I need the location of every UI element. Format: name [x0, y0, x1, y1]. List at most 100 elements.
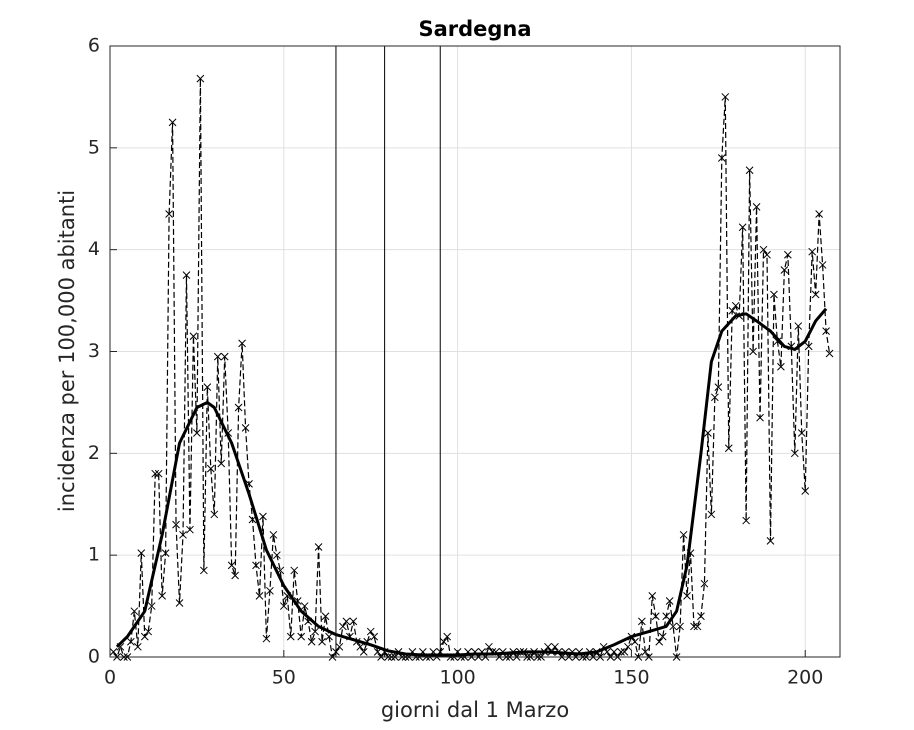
x-marker [266, 586, 274, 595]
x-marker [286, 632, 295, 641]
x-marker [182, 271, 191, 279]
x-marker [161, 549, 170, 557]
x-marker [655, 637, 664, 646]
x-marker [325, 632, 333, 641]
x-marker [196, 74, 205, 83]
x-marker [262, 634, 271, 643]
x-marker [140, 632, 149, 641]
x-marker [749, 347, 757, 356]
x-marker [168, 118, 177, 127]
x-marker [179, 530, 187, 539]
x-marker [279, 602, 288, 610]
x-marker [693, 622, 702, 631]
x-marker [269, 530, 278, 539]
x-marker [679, 530, 688, 539]
x-marker [137, 549, 146, 557]
x-marker [742, 516, 750, 525]
y-axis-label: incidenza per 100,000 abitanti [55, 190, 79, 512]
x-marker [314, 543, 323, 551]
x-marker [238, 339, 246, 348]
x-marker [631, 637, 639, 646]
x-marker [366, 627, 375, 636]
x-marker [620, 648, 629, 656]
x-marker [439, 637, 448, 646]
x-marker [186, 525, 194, 534]
x-marker [759, 245, 768, 254]
x-marker [756, 413, 764, 422]
x-marker [717, 154, 726, 162]
y-tick-label: 3 [88, 340, 100, 362]
x-marker [342, 617, 351, 626]
y-tick-label: 1 [88, 544, 100, 566]
x-marker [752, 203, 761, 211]
x-marker [808, 247, 817, 256]
x-marker [711, 393, 719, 402]
x-marker [784, 250, 792, 259]
x-marker [690, 622, 698, 631]
x-marker [220, 352, 229, 361]
x-marker [665, 597, 674, 605]
x-marker [797, 429, 806, 437]
x-marker [335, 642, 344, 651]
x-marker [544, 642, 552, 651]
x-marker [297, 632, 306, 641]
x-marker [794, 322, 803, 330]
x-marker [189, 332, 198, 341]
x-marker [724, 444, 733, 453]
x-marker [777, 362, 785, 371]
x-marker [307, 637, 316, 646]
x-marker [697, 612, 705, 621]
x-marker [300, 602, 309, 610]
x-marker [203, 383, 212, 391]
x-marker [662, 612, 671, 621]
x-marker [175, 599, 184, 607]
x-tick-label: 50 [272, 667, 296, 689]
x-marker [213, 352, 222, 361]
x-marker [193, 429, 201, 437]
x-marker [790, 449, 799, 458]
chart-title: Sardegna [418, 17, 531, 41]
x-marker [206, 464, 215, 473]
x-marker [648, 592, 657, 600]
x-marker [825, 349, 834, 358]
x-marker [728, 306, 737, 315]
x-marker [731, 301, 740, 310]
x-marker [231, 571, 239, 580]
x-marker [641, 648, 650, 656]
x-marker [738, 223, 747, 232]
x-marker [704, 429, 712, 437]
x-marker [151, 469, 160, 478]
x-marker [318, 637, 326, 646]
y-tick-label: 6 [88, 35, 100, 57]
x-marker [255, 592, 264, 600]
x-marker [259, 512, 267, 521]
x-marker [804, 342, 813, 351]
y-tick-label: 5 [88, 136, 100, 158]
x-marker [770, 290, 778, 299]
x-marker [610, 648, 618, 656]
x-marker [651, 612, 660, 621]
x-marker [676, 622, 684, 631]
plot-frame [109, 45, 841, 658]
x-marker [669, 622, 677, 631]
x-marker [707, 510, 716, 519]
x-marker [217, 459, 226, 468]
x-marker [339, 622, 347, 631]
x-marker [133, 642, 142, 651]
x-marker [721, 93, 730, 101]
x-marker [815, 210, 823, 218]
x-marker [763, 250, 771, 259]
x-tick-label: 200 [787, 667, 823, 689]
y-tick-label: 2 [88, 442, 100, 464]
x-marker [683, 592, 691, 600]
x-marker [165, 210, 173, 218]
x-marker [127, 637, 135, 646]
x-tick-label: 0 [104, 667, 116, 689]
x-marker [349, 617, 358, 626]
x-marker [811, 290, 820, 299]
x-marker [172, 520, 180, 529]
x-marker [332, 648, 340, 656]
x-marker [766, 537, 775, 545]
x-marker [551, 642, 559, 651]
